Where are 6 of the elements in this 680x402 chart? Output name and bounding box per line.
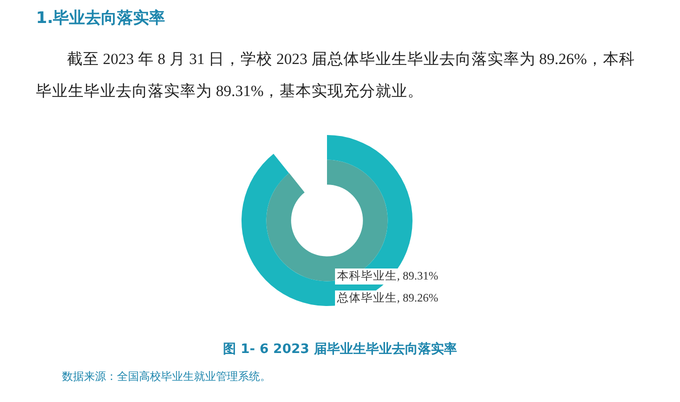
text: 1.毕业去向落实率 [36, 8, 166, 29]
data-label: 本科毕业生, 89.31% [337, 270, 439, 283]
chart-subtitle: 截至 2023 年 8 月 31 日，学校 2023 届总体毕业生毕业去向落实率为 89.26%，本科毕业生毕业去向落实率为 89.31%，基本实现充分就业。 [36, 50, 636, 102]
source-note: 数据来源：全国高校毕业生就业管理系统。 [62, 369, 271, 384]
caption: 图 1- 6 2023 届毕业生毕业去向落实率 [222, 340, 458, 358]
data-label: 总体毕业生, 89.26% [336, 292, 439, 305]
